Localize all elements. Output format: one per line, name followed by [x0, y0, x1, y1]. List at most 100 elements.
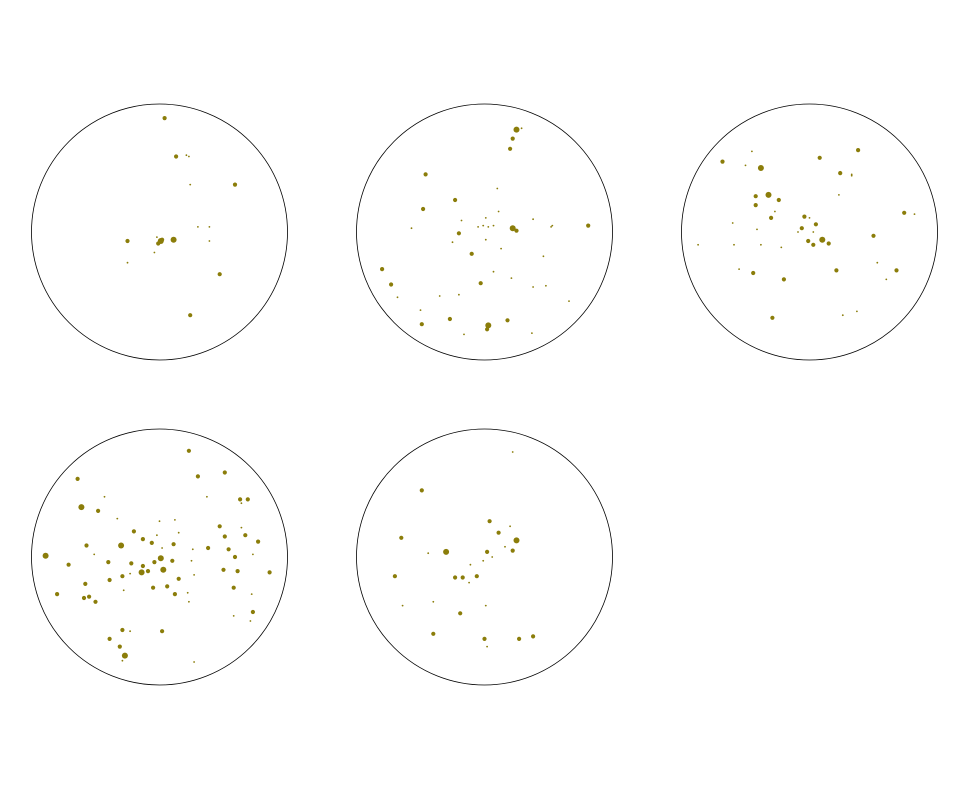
data-point [484, 604, 487, 607]
data-point [188, 313, 193, 318]
data-point [760, 243, 762, 246]
data-point [138, 569, 145, 576]
data-point [217, 524, 222, 529]
data-point [121, 652, 128, 659]
data-point [731, 222, 734, 224]
data-point [380, 267, 385, 272]
data-point [217, 272, 222, 277]
data-point [468, 581, 470, 584]
data-point [232, 615, 235, 617]
data-point [811, 242, 816, 247]
data-point [431, 631, 436, 636]
data-point [894, 268, 899, 273]
data-point [456, 231, 461, 236]
data-point [532, 286, 534, 288]
data-point [118, 542, 125, 549]
data-point [117, 644, 122, 649]
data-point [443, 548, 450, 555]
data-point [514, 228, 519, 233]
data-point [738, 268, 740, 270]
data-point [129, 572, 132, 575]
data-point [176, 576, 181, 581]
data-point [126, 261, 129, 264]
data-point [817, 155, 822, 160]
data-point [174, 519, 176, 521]
data-point [474, 574, 479, 579]
data-point [156, 534, 158, 537]
data-point [208, 240, 211, 242]
data-point [190, 559, 193, 562]
data-point [839, 170, 842, 173]
data-point [107, 577, 112, 583]
data-point [510, 548, 515, 553]
data-point [103, 495, 106, 498]
plot-panel-1 [31, 103, 288, 361]
data-point [120, 574, 125, 579]
data-point [485, 549, 490, 555]
data-point [197, 226, 199, 228]
data-point [399, 535, 404, 540]
data-point [808, 217, 811, 219]
data-point [221, 567, 226, 572]
data-point [757, 165, 764, 171]
data-point [492, 224, 495, 227]
data-point [484, 217, 487, 219]
data-point [799, 226, 804, 231]
data-point [469, 563, 472, 566]
data-point [477, 226, 479, 228]
data-point [438, 295, 441, 297]
data-point [545, 284, 547, 287]
data-point [157, 555, 164, 562]
data-point [781, 277, 787, 282]
data-point [250, 609, 255, 615]
data-point [165, 584, 170, 589]
data-point [129, 561, 134, 566]
plot-circle [31, 103, 288, 361]
data-point [78, 504, 85, 511]
data-point [826, 241, 831, 246]
data-point [107, 636, 112, 642]
data-point [513, 126, 520, 133]
data-point [769, 215, 774, 220]
data-point [191, 548, 194, 551]
data-point [170, 236, 177, 243]
data-point [485, 322, 492, 329]
data-point [753, 194, 758, 199]
data-point [487, 226, 490, 228]
data-point [162, 116, 167, 121]
data-point [902, 210, 907, 215]
data-point [161, 547, 164, 549]
data-point [121, 659, 124, 662]
data-point [753, 203, 758, 208]
data-point [509, 225, 516, 232]
data-point [774, 210, 776, 213]
data-point [401, 604, 404, 607]
data-point [776, 197, 781, 203]
data-point [756, 228, 758, 231]
data-point [93, 553, 96, 556]
data-point [751, 270, 756, 276]
data-point [232, 554, 238, 560]
data-point [482, 224, 485, 227]
data-point [145, 569, 151, 574]
data-point [770, 315, 775, 320]
data-point [170, 558, 175, 563]
plot-panel-2 [356, 103, 613, 361]
data-point [84, 543, 89, 548]
data-point [245, 497, 250, 502]
data-point [83, 581, 88, 587]
data-point [542, 255, 545, 258]
data-point [389, 282, 394, 287]
data-point [392, 574, 397, 579]
data-point [195, 474, 200, 479]
data-point [267, 570, 272, 575]
data-point [206, 545, 211, 551]
plot-circle [681, 103, 938, 361]
data-point [243, 533, 248, 538]
data-point [160, 629, 165, 634]
data-point [509, 525, 511, 528]
data-point [140, 563, 145, 569]
data-point [122, 589, 125, 592]
data-point [208, 226, 211, 228]
data-point [172, 592, 177, 597]
